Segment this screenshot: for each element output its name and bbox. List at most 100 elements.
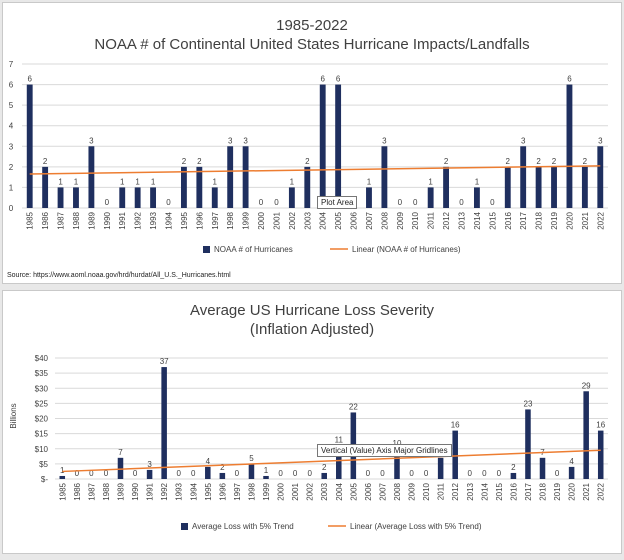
x-tick-label: 1988 [72, 211, 81, 229]
legend-label: NOAA # of Hurricanes [214, 245, 293, 254]
x-tick-label: 2006 [350, 211, 359, 229]
data-label: 3 [89, 136, 94, 145]
y-tick-label: 2 [9, 163, 14, 172]
bar [597, 430, 604, 479]
x-tick-label: 1994 [189, 482, 198, 500]
x-tick-label: 2020 [565, 211, 574, 229]
x-tick-label: 1995 [204, 482, 213, 500]
x-tick-label: 2008 [393, 482, 402, 500]
data-label: 11 [335, 436, 344, 445]
bar [381, 146, 388, 208]
x-tick-label: 2017 [524, 482, 533, 500]
x-tick-label: 1985 [26, 211, 35, 229]
data-label: 0 [105, 198, 110, 207]
x-tick-label: 2005 [334, 211, 343, 229]
x-tick-label: 1989 [116, 482, 125, 500]
x-tick-label: 1990 [103, 211, 112, 229]
x-tick-label: 1986 [41, 211, 50, 229]
bar [248, 463, 255, 479]
bar [211, 187, 218, 208]
chart-panel-loss-severity[interactable]: Average US Hurricane Loss Severity (Infl… [2, 290, 622, 554]
chart-2-plot[interactable]: $- $5 $10 $15 $20 $25 $30 $35 $40 1 1985 0 1986 0 1987… [3, 291, 621, 553]
y-tick-label: $40 [35, 354, 49, 363]
data-label: 2 [305, 157, 310, 166]
x-tick-label: 2016 [509, 482, 518, 500]
legend-swatch-bar [203, 246, 210, 253]
x-tick-label: 2015 [488, 211, 497, 229]
trendline [29, 165, 601, 175]
x-tick-label: 1987 [87, 482, 96, 500]
data-label: 0 [293, 469, 298, 478]
bar [150, 187, 157, 208]
x-tick-label: 1993 [149, 211, 158, 229]
chart-panel-hurricane-count[interactable]: 1985-2022 NOAA # of Continental United S… [2, 2, 622, 284]
data-label: 2 [43, 157, 48, 166]
data-label: 2 [220, 463, 225, 472]
y-tick-label: 6 [9, 81, 14, 90]
bar [581, 166, 588, 208]
bar [242, 146, 249, 208]
x-tick-label: 1996 [195, 211, 204, 229]
y-tick-label: 1 [9, 183, 14, 192]
gridlines-tooltip: Vertical (Value) Axis Major Gridlines [317, 444, 452, 457]
chart-1-plot[interactable]: 0 1 2 3 4 5 6 7 6 1985 2 1986 1 1987 1 1988 3 1989 0 1990 1 1… [3, 3, 621, 265]
bar [366, 187, 372, 208]
bar [510, 472, 517, 479]
data-label: 0 [482, 469, 487, 478]
bar [57, 187, 64, 208]
bar [288, 187, 295, 208]
bar [437, 457, 444, 479]
bar [443, 166, 450, 208]
data-label: 0 [274, 198, 279, 207]
bar [525, 409, 531, 479]
bar [180, 166, 187, 208]
x-tick-label: 1987 [57, 211, 66, 229]
data-label: 1 [264, 466, 269, 475]
data-label: 2 [583, 157, 588, 166]
y-tick-label: 4 [9, 122, 14, 131]
x-tick-label: 1988 [102, 482, 111, 500]
x-tick-label: 1999 [242, 211, 251, 229]
bar [568, 466, 575, 479]
x-tick-label: 1997 [211, 211, 220, 229]
bar [520, 146, 527, 208]
y-tick-label: $10 [35, 445, 49, 454]
x-tick-label: 2004 [319, 211, 328, 229]
data-label: 3 [382, 136, 387, 145]
x-tick-label: 1999 [262, 482, 271, 500]
x-tick-label: 1993 [175, 482, 184, 500]
y-tick-label: $15 [35, 430, 49, 439]
x-tick-label: 2016 [504, 211, 513, 229]
x-tick-label: 1989 [87, 211, 96, 229]
data-label: 0 [133, 469, 138, 478]
x-tick-label: 2002 [306, 482, 315, 500]
data-label: 6 [320, 75, 325, 84]
bar [88, 146, 95, 208]
bar [73, 187, 79, 208]
y-tick-label: $30 [35, 384, 49, 393]
x-tick-label: 2000 [277, 482, 286, 500]
y-tick-label: $20 [35, 415, 49, 424]
data-label: 3 [228, 136, 233, 145]
data-label: 2 [197, 157, 202, 166]
bar [427, 187, 434, 208]
data-label: 4 [206, 457, 211, 466]
data-label: 23 [524, 399, 533, 408]
x-tick-label: 1996 [218, 482, 227, 500]
x-tick-label: 2006 [364, 482, 373, 500]
data-label: 3 [598, 136, 603, 145]
bar [321, 472, 327, 479]
y-tick-label: 3 [9, 142, 14, 151]
y-axis-label: Billions [9, 403, 18, 428]
x-tick-label: 2019 [550, 211, 559, 229]
data-label: 0 [104, 469, 109, 478]
bar [504, 166, 511, 208]
y-tick-label: 0 [9, 204, 14, 213]
bar [146, 469, 153, 479]
x-tick-label: 2007 [378, 482, 387, 500]
x-tick-label: 2021 [582, 482, 591, 500]
data-label: 0 [191, 469, 196, 478]
x-tick-label: 2008 [380, 211, 389, 229]
x-tick-label: 1992 [134, 211, 143, 229]
data-label: 2 [444, 157, 449, 166]
